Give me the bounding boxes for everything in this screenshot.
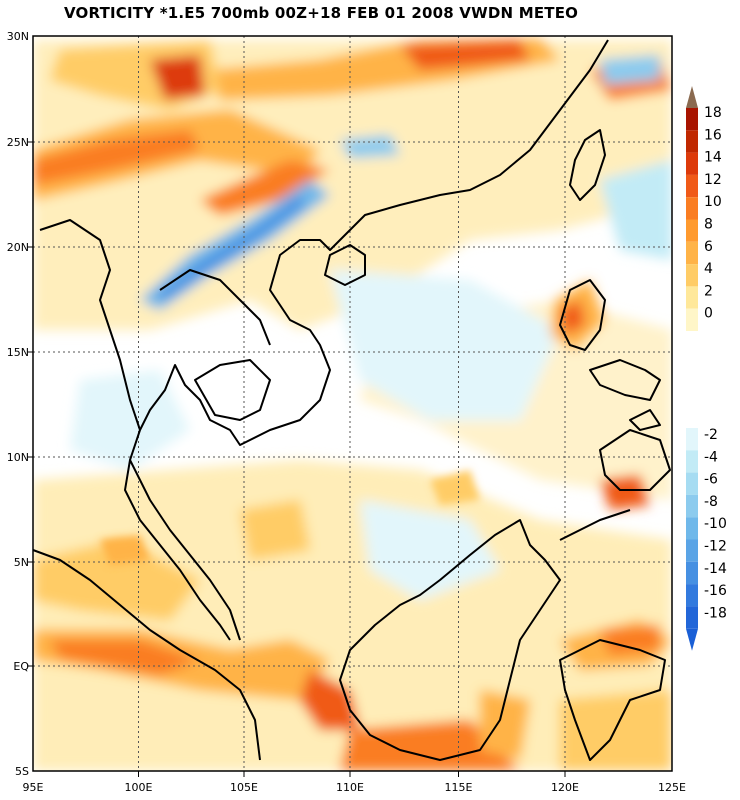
colorbar-label: 8 [704,217,713,233]
lat-label: 5S [15,765,29,778]
colorbar-swatch [686,450,698,473]
lat-label: 5N [14,556,29,569]
colorbar-swatch [686,494,698,518]
colorbar-label: 10 [704,194,722,210]
longitude-labels: 95E 100E 105E 110E 115E 120E 125E [23,781,686,794]
colorbar-swatch [686,219,698,242]
colorbar-swatch [686,264,698,287]
colorbar-swatch [686,152,698,175]
lat-label: 15N [7,346,29,359]
plot-frame [32,35,673,772]
colorbar-label: 16 [704,127,722,143]
lon-label: 105E [230,781,258,794]
colorbar-label: 6 [704,239,713,255]
colorbar-swatch [686,539,698,562]
colorbar-swatch [686,197,698,220]
colorbar-label: 4 [704,261,713,277]
colorbar-swatch [686,241,698,265]
lon-label: 115E [445,781,473,794]
colorbar-label: -2 [704,427,718,443]
lon-label: 110E [336,781,364,794]
lat-label: 20N [7,241,29,254]
colorbar-label: 0 [704,306,713,322]
colorbar-label: -6 [704,472,718,488]
lon-label: 120E [551,781,579,794]
lon-label: 95E [23,781,44,794]
colorbar-label: 18 [704,105,722,121]
colorbar-swatch [686,130,698,153]
colorbar-label: -10 [704,516,727,532]
lat-label: 10N [7,451,29,464]
axis-ticks [27,141,566,777]
colorbar-swatch [686,517,698,540]
lat-label: EQ [13,660,29,673]
grid-lines [33,36,672,771]
colorbar-label: 14 [704,150,722,166]
lat-label: 25N [7,136,29,149]
colorbar-swatch [686,308,698,331]
vorticity-field [33,38,672,771]
colorbar-top-arrow [686,86,698,108]
latitude-labels: 30N 25N 20N 15N 10N 5N EQ 5S [7,30,30,778]
colorbar-label: -14 [704,561,727,577]
colorbar-label: -4 [704,449,718,465]
colorbar-label: 12 [704,172,722,188]
colorbar-swatch [686,472,698,495]
colorbar-swatch [686,606,698,629]
colorbar-swatch [686,174,698,198]
colorbar-swatch [686,428,698,451]
lat-label: 30N [7,30,29,43]
colorbar-label: -18 [704,605,727,621]
colorbar-swatch [686,286,698,309]
colorbar-swatch [686,561,698,585]
colorbar-label: -12 [704,539,727,555]
colorbar: 18 16 14 12 10 8 6 4 2 0 -2 -4 -6 -8 -10 -12 -14 -16 -18 [686,86,727,651]
colorbar-swatch [686,584,698,607]
lon-label: 125E [658,781,686,794]
colorbar-label: -8 [704,494,718,510]
coastlines [33,39,671,761]
lon-label: 100E [125,781,153,794]
colorbar-label: -16 [704,583,727,599]
chart-title: VORTICITY *1.E5 700mb 00Z+18 FEB 01 2008… [64,4,579,22]
colorbar-swatch [686,108,698,131]
colorbar-label: 2 [704,283,713,299]
colorbar-bottom-arrow [686,628,698,651]
